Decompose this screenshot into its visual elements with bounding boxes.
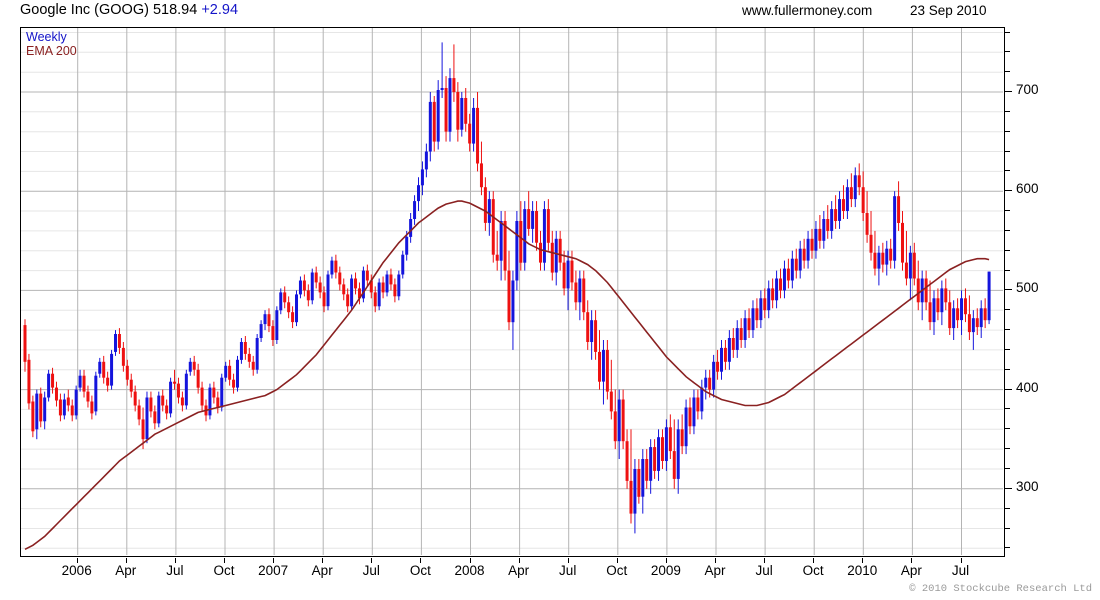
date-axis-label: Jul bbox=[362, 563, 380, 578]
date-axis-label: 2006 bbox=[61, 563, 92, 578]
price-axis-label: 500 bbox=[1016, 280, 1039, 296]
date-axis-label: Jul bbox=[951, 563, 970, 578]
price-tick bbox=[1005, 507, 1010, 509]
price-tick bbox=[1005, 190, 1012, 192]
date-axis-label: Oct bbox=[213, 563, 235, 578]
chart-series bbox=[23, 42, 991, 551]
price-tick bbox=[1005, 448, 1010, 450]
price-tick bbox=[1005, 150, 1010, 152]
date-tick bbox=[665, 558, 667, 563]
price-tick bbox=[1005, 210, 1010, 211]
instrument-title: Google Inc (GOOG) 518.94 +2.94 bbox=[20, 2, 238, 18]
date-axis: 2006 Apr Jul Oct 2007 Apr Jul Oct 2008 Apr Jul Oct 2… bbox=[0, 558, 1100, 582]
chart-legend: Weekly EMA 200 bbox=[26, 30, 77, 58]
price-tick bbox=[1005, 71, 1010, 73]
price-plot-area: Weekly EMA 200 bbox=[20, 27, 1005, 557]
price-change: +2.94 bbox=[201, 2, 239, 18]
price-axis-label: 300 bbox=[1016, 478, 1039, 494]
price-tick bbox=[1005, 329, 1010, 331]
date-tick bbox=[322, 558, 324, 563]
date-tick bbox=[174, 558, 176, 563]
date-tick bbox=[764, 558, 766, 563]
chart-date: 23 Sep 2010 bbox=[910, 3, 987, 18]
date-axis-label: Apr bbox=[115, 563, 137, 578]
price-tick bbox=[1005, 368, 1010, 370]
date-tick bbox=[616, 558, 618, 563]
date-tick bbox=[567, 558, 569, 563]
date-axis-label: Jul bbox=[755, 563, 773, 578]
date-tick bbox=[862, 558, 864, 563]
date-tick bbox=[469, 558, 471, 563]
price-tick bbox=[1005, 487, 1012, 489]
date-axis-label: Apr bbox=[508, 563, 530, 578]
price-tick bbox=[1005, 289, 1012, 291]
price-tick bbox=[1005, 547, 1010, 549]
date-axis-label: 2007 bbox=[258, 563, 289, 578]
date-tick bbox=[371, 558, 373, 563]
date-axis-label: 2008 bbox=[454, 563, 485, 578]
date-axis-label: Apr bbox=[900, 563, 922, 578]
instrument-name-price: Google Inc (GOOG) 518.94 bbox=[20, 2, 198, 18]
copyright-notice: © 2010 Stockcube Research Ltd bbox=[909, 583, 1092, 595]
price-tick bbox=[1005, 130, 1010, 132]
price-tick bbox=[1005, 388, 1012, 390]
date-tick bbox=[813, 558, 815, 563]
plot-inner bbox=[21, 28, 1004, 556]
date-axis-label: Apr bbox=[311, 563, 333, 578]
date-axis-label: 2010 bbox=[847, 563, 878, 578]
date-axis-label: Jul bbox=[559, 563, 577, 578]
price-tick bbox=[1005, 31, 1010, 33]
date-axis-label: Oct bbox=[802, 563, 824, 578]
date-tick bbox=[420, 558, 422, 563]
price-tick bbox=[1005, 51, 1010, 53]
price-tick bbox=[1005, 408, 1010, 410]
price-tick bbox=[1005, 249, 1010, 251]
date-axis-label: 2009 bbox=[650, 563, 681, 578]
date-axis-label: Oct bbox=[409, 563, 431, 578]
price-tick bbox=[1005, 468, 1010, 469]
date-tick bbox=[224, 558, 225, 563]
price-tick bbox=[1005, 269, 1010, 271]
price-tick bbox=[1005, 527, 1010, 529]
date-tick bbox=[960, 558, 962, 563]
date-axis-label: Jul bbox=[166, 563, 184, 578]
date-tick bbox=[273, 558, 275, 563]
price-tick bbox=[1005, 348, 1010, 350]
price-tick bbox=[1005, 110, 1010, 112]
legend-indicator: EMA 200 bbox=[26, 44, 77, 58]
price-axis-label: 400 bbox=[1016, 379, 1039, 395]
price-tick bbox=[1005, 229, 1010, 231]
date-tick bbox=[715, 558, 716, 563]
date-axis-label: Apr bbox=[704, 563, 726, 578]
price-tick bbox=[1005, 309, 1010, 311]
price-axis-label: 700 bbox=[1016, 82, 1039, 97]
price-tick bbox=[1005, 428, 1010, 430]
price-tick bbox=[1005, 170, 1010, 172]
price-axis: 300 400 500 600 700 bbox=[1005, 27, 1100, 559]
legend-interval: Weekly bbox=[26, 30, 67, 44]
chart-header: Google Inc (GOOG) 518.94 +2.94 www.fulle… bbox=[0, 0, 1100, 26]
price-axis-label: 600 bbox=[1016, 181, 1039, 197]
price-tick bbox=[1005, 91, 1012, 92]
date-axis-label: Oct bbox=[606, 563, 628, 578]
date-tick bbox=[911, 558, 913, 563]
date-tick bbox=[76, 558, 78, 563]
date-tick bbox=[518, 558, 520, 563]
website-label: www.fullermoney.com bbox=[742, 3, 873, 18]
date-tick bbox=[125, 558, 127, 563]
